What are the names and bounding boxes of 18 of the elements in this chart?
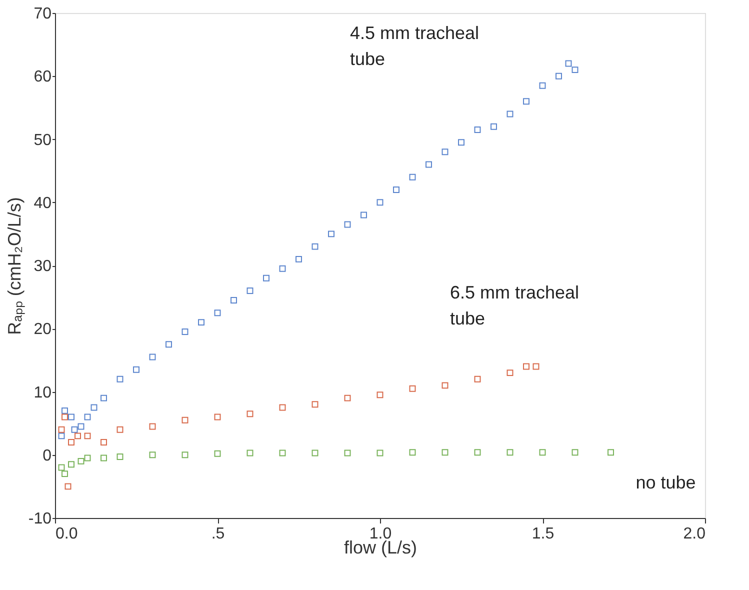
y-tick-label: 20: [34, 321, 52, 338]
y-tick-label: 30: [34, 258, 52, 275]
y-tick-label: 10: [34, 384, 52, 402]
text: 6.5 mm tracheal tube: [450, 282, 580, 328]
y-tick-label: 40: [34, 194, 52, 212]
y-tick-label: -10: [28, 510, 52, 528]
text: 4.5 mm tracheal tube: [350, 22, 480, 69]
x-tick-label: 0.0: [56, 526, 78, 542]
x-tick-label: 2.0: [683, 526, 706, 542]
y-axis-title: Rₐₚₚ (cmH₂O/L/s): [4, 197, 26, 335]
x-tick-label: .5: [211, 526, 225, 542]
x-tick-label: 1.5: [532, 526, 554, 542]
series-label: no tube: [636, 472, 696, 492]
x-axis-title: flow (L/s): [344, 538, 418, 558]
y-tick-label: 70: [34, 6, 52, 22]
y-tick-label: 60: [34, 68, 52, 86]
y-tick-label: 0: [42, 447, 52, 464]
y-tick-label: 50: [34, 132, 52, 149]
